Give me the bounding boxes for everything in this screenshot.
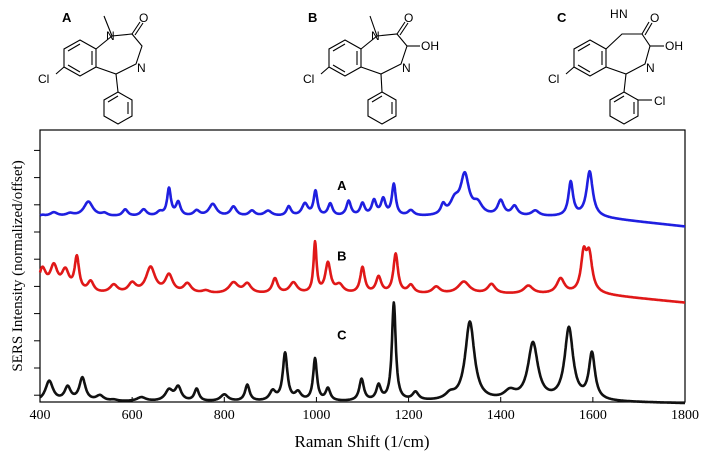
series-group: A B C xyxy=(38,169,686,405)
x-axis: 400 600 800 1000 1200 1400 1600 1800 xyxy=(30,397,699,423)
x-axis-label: Raman Shift (1/cm) xyxy=(294,432,429,451)
structure-a-label: A xyxy=(62,10,72,25)
series-label-b: B xyxy=(337,249,346,264)
structure-c-h: H xyxy=(610,7,619,21)
structure-a-o: O xyxy=(139,11,148,25)
structure-a-n1: N xyxy=(106,29,115,43)
structure-b-oh: OH xyxy=(421,39,439,53)
raman-chart: 400 600 800 1000 1200 1400 1600 1800 A B C Raman … xyxy=(10,129,699,451)
structure-c-n1: N xyxy=(619,7,628,21)
x-tick-label: 1000 xyxy=(302,408,330,423)
structure-b-label: B xyxy=(308,10,317,25)
structure-c-o: O xyxy=(650,11,659,25)
y-axis xyxy=(34,149,40,396)
structure-b-cl: Cl xyxy=(303,72,314,86)
structure-b-o: O xyxy=(404,11,413,25)
structure-a-benzene xyxy=(63,39,97,77)
x-tick-label: 400 xyxy=(30,408,51,423)
x-tick-label: 600 xyxy=(122,408,143,423)
x-tick-label: 1600 xyxy=(579,408,607,423)
x-tick-label: 1400 xyxy=(487,408,515,423)
structure-b-n1: N xyxy=(371,29,380,43)
series-label-a: A xyxy=(337,178,347,193)
x-tick-label: 800 xyxy=(214,408,235,423)
structure-c-label: C xyxy=(557,10,567,25)
structure-a-n2: N xyxy=(137,61,146,75)
series-line-b xyxy=(38,239,686,304)
structure-c: C H N O OH N Cl Cl xyxy=(548,7,683,125)
structure-c-cl1: Cl xyxy=(548,72,559,86)
structure-b-n2: N xyxy=(402,61,411,75)
series-line-c xyxy=(39,301,686,405)
x-tick-label: 1800 xyxy=(671,408,699,423)
structure-a: A N O N Cl xyxy=(38,10,148,125)
structure-c-oh: OH xyxy=(665,39,683,53)
structure-a-cl: Cl xyxy=(38,72,49,86)
series-line-a xyxy=(39,169,686,228)
series-label-c: C xyxy=(337,327,347,342)
plot-frame xyxy=(39,129,686,403)
x-tick-label: 1200 xyxy=(395,408,423,423)
y-axis-label: SERS Intensity (normalized/offset) xyxy=(10,160,26,371)
structure-c-n2: N xyxy=(646,61,655,75)
structure-c-cl2: Cl xyxy=(654,94,665,108)
structure-b: B N O OH N Cl xyxy=(303,10,439,125)
